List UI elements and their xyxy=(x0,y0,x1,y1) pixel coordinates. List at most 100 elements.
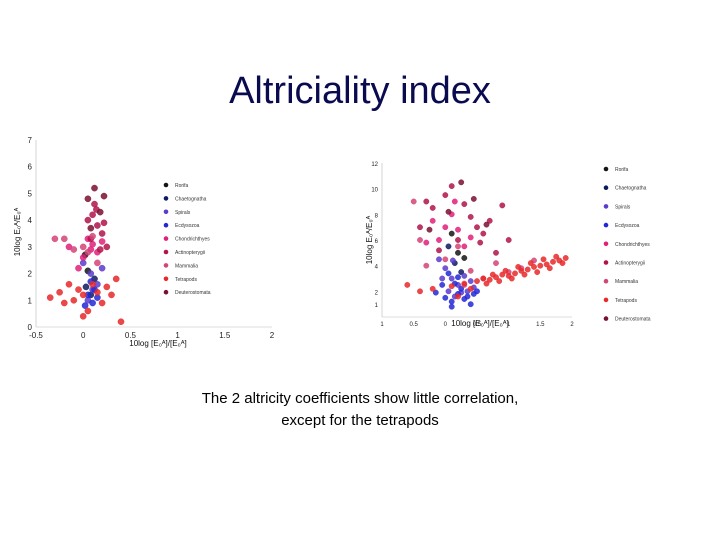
data-point xyxy=(455,237,461,243)
data-point xyxy=(94,259,101,267)
data-point xyxy=(467,278,474,284)
data-point xyxy=(51,235,59,243)
data-point xyxy=(84,307,92,315)
data-point xyxy=(96,246,104,253)
data-point xyxy=(540,256,547,263)
data-point xyxy=(464,293,471,300)
data-point xyxy=(483,280,490,287)
legend-marker xyxy=(603,260,609,265)
legend-marker xyxy=(603,278,609,284)
legend-marker xyxy=(163,276,169,282)
y-axis-label: 10log E₀ᴬ/E₀ᴬ xyxy=(13,207,22,256)
caption-line-1: The 2 altricity coefficients show little… xyxy=(201,390,519,407)
data-point xyxy=(426,226,433,233)
x-tick-label: 2 xyxy=(570,322,574,328)
data-point xyxy=(550,258,556,265)
data-point xyxy=(543,261,550,268)
legend-marker xyxy=(163,249,169,255)
data-point xyxy=(96,208,104,216)
data-point xyxy=(75,264,82,272)
data-point xyxy=(455,243,461,250)
data-point xyxy=(461,272,468,279)
data-point xyxy=(451,198,458,205)
x-tick-label: 0 xyxy=(444,322,448,328)
data-point xyxy=(455,274,461,281)
data-point xyxy=(442,192,449,199)
data-point xyxy=(61,299,68,307)
data-point xyxy=(502,267,509,274)
legend-marker xyxy=(163,222,169,228)
y-tick-label: 1 xyxy=(375,303,379,309)
legend-label: Ecdysozoa xyxy=(615,223,640,229)
data-point xyxy=(448,275,455,282)
data-point xyxy=(56,288,63,296)
legend-label: Actinopterygii xyxy=(615,261,645,267)
data-point xyxy=(81,302,89,309)
data-point xyxy=(455,226,461,233)
data-point xyxy=(448,303,455,310)
data-point xyxy=(448,283,455,290)
data-point xyxy=(480,275,487,282)
legend-marker xyxy=(163,196,169,201)
data-point xyxy=(112,275,120,283)
data-point xyxy=(436,256,442,263)
legend-label: Chaetognatha xyxy=(175,196,207,202)
legend-label: Rorifa xyxy=(615,167,629,173)
data-point xyxy=(103,283,111,291)
legend-marker xyxy=(603,297,609,303)
data-point xyxy=(423,198,430,205)
data-point xyxy=(480,230,487,237)
data-point xyxy=(46,294,54,301)
y-tick-label: 12 xyxy=(371,162,378,168)
legend-label: Chondrichthyes xyxy=(615,242,650,248)
legend-label: Spirals xyxy=(615,204,631,210)
y-tick-label: 8 xyxy=(375,213,379,219)
data-point xyxy=(89,280,96,288)
x-tick-label: 1 xyxy=(380,322,384,328)
data-point xyxy=(89,299,96,307)
legend-label: Deuterostomata xyxy=(175,290,211,296)
data-point xyxy=(442,256,449,263)
data-point xyxy=(429,285,436,292)
legend-marker xyxy=(603,241,609,247)
data-point xyxy=(429,217,436,224)
data-point xyxy=(448,183,455,190)
data-point xyxy=(103,243,111,251)
legend-marker xyxy=(163,236,169,241)
legend-label: Chaetognatha xyxy=(615,186,647,192)
x-tick-label: 0.5 xyxy=(409,322,418,328)
data-point xyxy=(436,247,442,254)
data-point xyxy=(79,254,87,261)
data-point xyxy=(467,234,474,241)
data-point xyxy=(84,248,92,256)
data-point xyxy=(98,238,106,245)
data-point xyxy=(467,267,474,274)
data-point xyxy=(100,219,108,227)
data-point xyxy=(505,237,512,243)
data-point xyxy=(458,179,465,186)
data-point xyxy=(445,270,452,277)
data-point xyxy=(467,301,474,308)
data-point xyxy=(439,281,446,288)
data-point xyxy=(65,280,73,288)
data-point xyxy=(417,237,423,243)
x-tick-label: 1.5 xyxy=(536,322,545,328)
x-tick-label: 1 xyxy=(507,322,511,328)
data-point xyxy=(87,270,95,277)
data-point xyxy=(87,224,95,232)
data-point xyxy=(61,235,68,243)
data-point xyxy=(442,294,449,301)
data-point xyxy=(461,243,468,250)
caption-line-2: except for the tetrapods xyxy=(281,412,439,429)
legend-label: Mammalia xyxy=(175,263,198,269)
x-tick-label: -0.5 xyxy=(29,331,43,340)
y-axis-label: 10log E₀ᴬ/E₀ᴬ xyxy=(365,215,374,264)
data-point xyxy=(508,275,515,282)
data-point xyxy=(493,260,499,266)
data-point xyxy=(455,249,461,256)
legend-label: Actinopterygii xyxy=(175,250,205,256)
data-point xyxy=(559,260,566,266)
data-point xyxy=(439,275,446,282)
data-point xyxy=(553,253,560,260)
